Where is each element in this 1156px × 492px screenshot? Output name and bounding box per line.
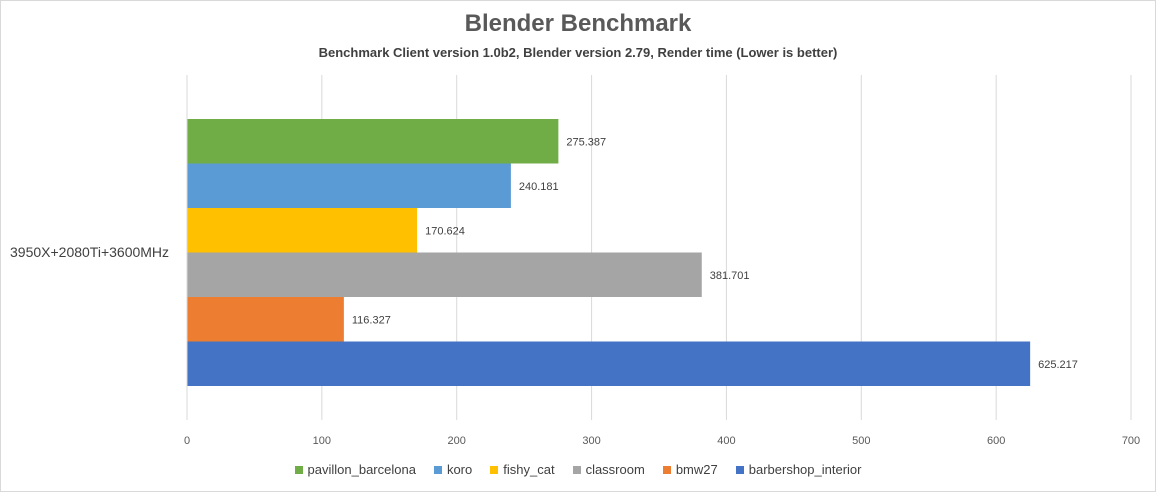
legend-label: bmw27 xyxy=(675,462,718,477)
x-tick-label: 500 xyxy=(852,435,870,447)
bar-classroom xyxy=(187,252,702,297)
data-label: 381.701 xyxy=(710,270,750,282)
legend-item-pavillon-barcelona: pavillon_barcelona xyxy=(294,462,416,477)
bar-fishy-cat xyxy=(187,208,418,253)
data-label: 240.181 xyxy=(519,181,559,193)
legend-label: pavillon_barcelona xyxy=(307,462,416,477)
bar-koro xyxy=(187,163,511,208)
legend-swatch xyxy=(294,465,303,474)
legend-label: koro xyxy=(446,462,473,477)
chart-title: Blender Benchmark xyxy=(464,10,692,37)
legend-item-bmw27: bmw27 xyxy=(662,462,718,477)
x-tick-label: 700 xyxy=(1122,435,1140,447)
data-label: 625.217 xyxy=(1038,359,1078,371)
x-tick-label: 200 xyxy=(448,435,466,447)
data-label: 275.387 xyxy=(566,136,606,148)
x-tick-label: 400 xyxy=(717,435,735,447)
legend-swatch xyxy=(490,465,499,474)
x-tick-label: 600 xyxy=(987,435,1005,447)
legend-label: fishy_cat xyxy=(503,462,555,477)
legend-item-fishy-cat: fishy_cat xyxy=(490,462,555,477)
chart-subtitle: Benchmark Client version 1.0b2, Blender … xyxy=(318,45,838,60)
x-tick-label: 300 xyxy=(582,435,600,447)
data-label: 116.327 xyxy=(352,314,391,326)
legend-swatch xyxy=(433,465,442,474)
bar-barbershop-interior xyxy=(187,341,1031,386)
legend-item-koro: koro xyxy=(433,462,473,477)
legend-label: barbershop_interior xyxy=(748,462,862,477)
data-label: 170.624 xyxy=(425,225,465,237)
legend-item-classroom: classroom xyxy=(572,462,645,477)
legend-label: classroom xyxy=(585,462,645,477)
bar-bmw27 xyxy=(187,297,344,342)
legend-swatch xyxy=(572,465,581,474)
x-tick-label: 0 xyxy=(184,435,190,447)
legend-swatch xyxy=(662,465,671,474)
bar-pavillon-barcelona xyxy=(187,119,559,164)
legend-item-barbershop-interior: barbershop_interior xyxy=(735,462,862,477)
legend-swatch xyxy=(735,465,744,474)
legend: pavillon_barcelona koro fishy_cat classroom… xyxy=(0,462,1156,477)
category-label: 3950X+2080Ti+3600MHz xyxy=(10,244,170,260)
x-tick-label: 100 xyxy=(313,435,331,447)
